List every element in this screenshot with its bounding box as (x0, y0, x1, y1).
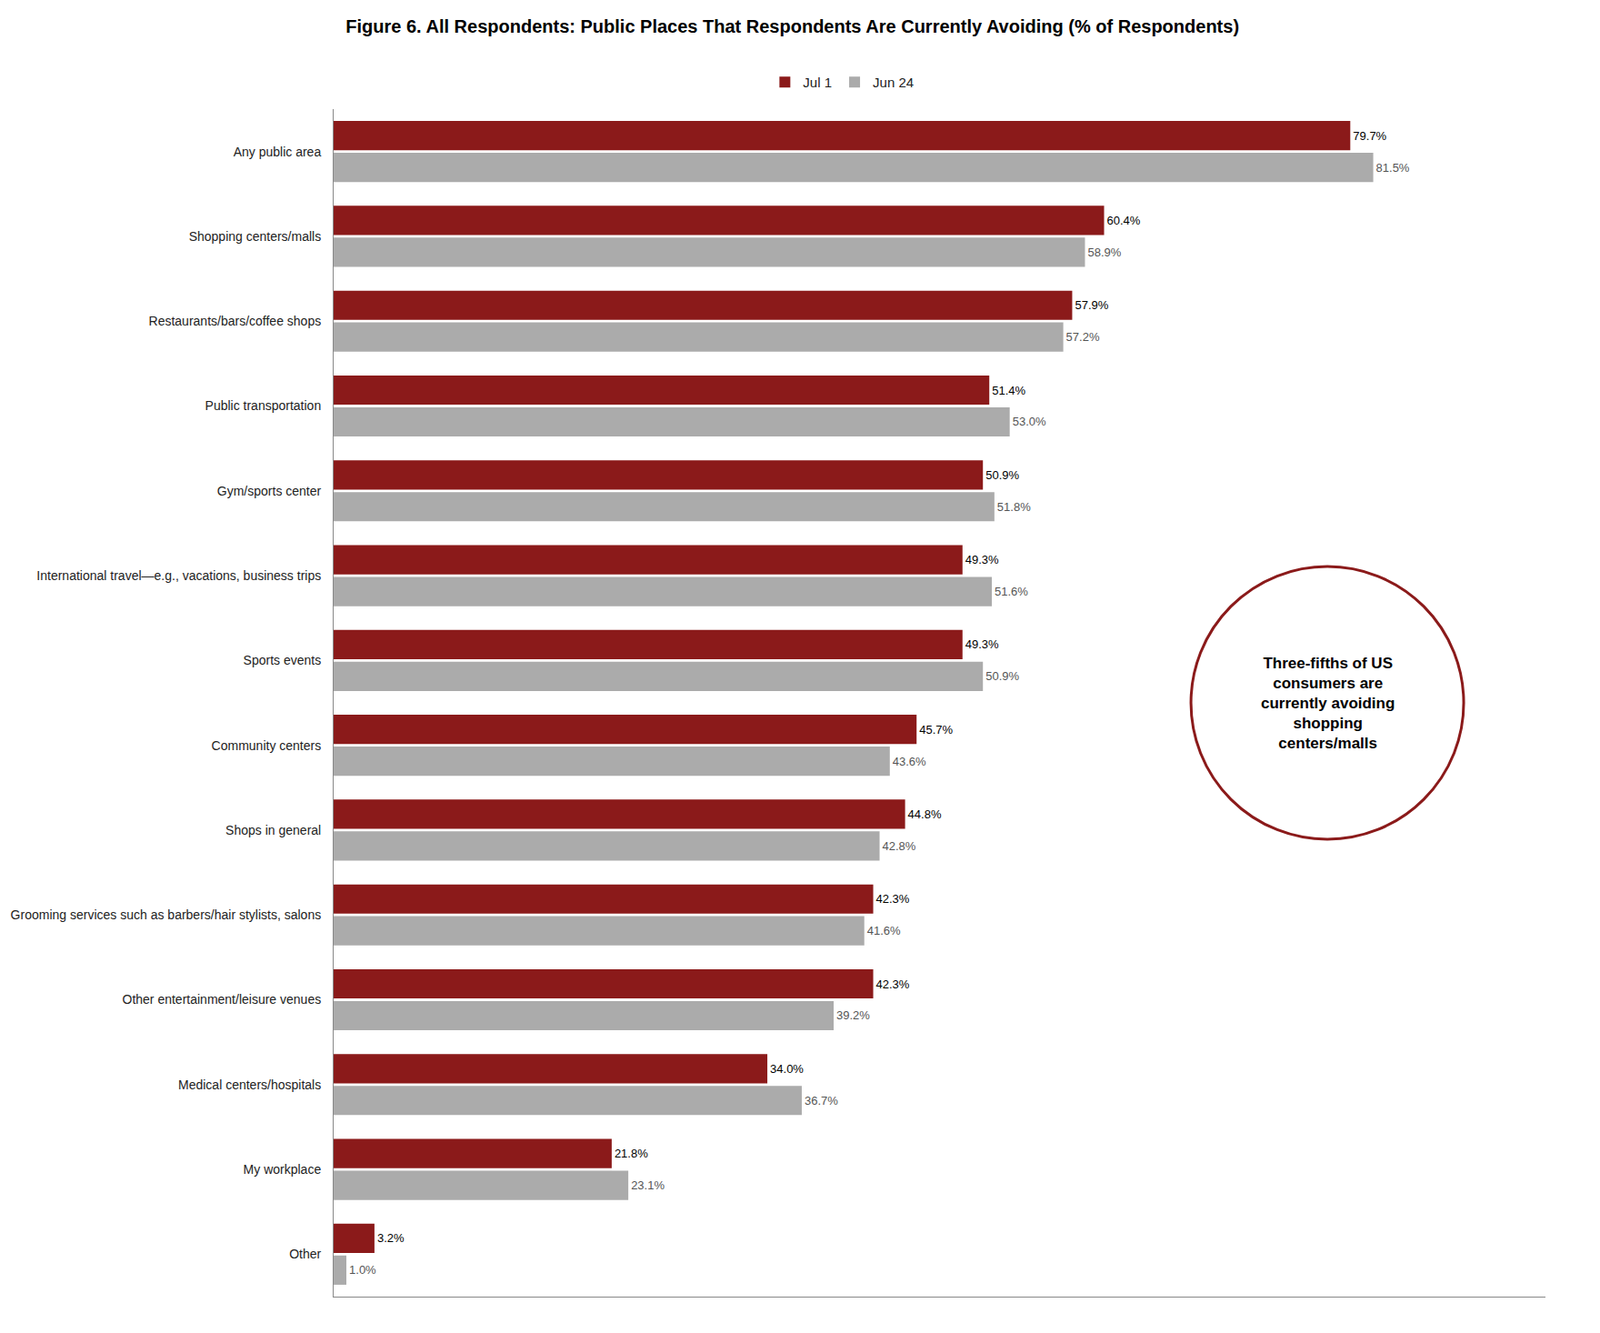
svg-text:57.2%: 57.2% (1066, 330, 1100, 344)
svg-text:Other: Other (289, 1246, 321, 1261)
svg-text:Community centers: Community centers (211, 738, 322, 753)
svg-text:42.8%: 42.8% (882, 839, 917, 853)
svg-text:51.4%: 51.4% (991, 383, 1026, 398)
svg-text:51.8%: 51.8% (997, 500, 1031, 514)
svg-text:44.8%: 44.8% (908, 807, 942, 821)
svg-text:Sports events: Sports events (243, 652, 322, 668)
svg-text:International travel—e.g., vac: International travel—e.g., vacations, bu… (36, 568, 321, 583)
svg-text:3.2%: 3.2% (377, 1230, 405, 1245)
svg-text:43.6%: 43.6% (892, 754, 927, 769)
svg-text:Shops in general: Shops in general (225, 822, 321, 838)
svg-text:42.3%: 42.3% (876, 977, 910, 991)
svg-text:60.4%: 60.4% (1107, 213, 1141, 228)
svg-text:Restaurants/bars/coffee shops: Restaurants/bars/coffee shops (149, 313, 322, 329)
svg-text:49.3%: 49.3% (965, 552, 1000, 567)
svg-text:Jun 24: Jun 24 (872, 74, 914, 90)
svg-text:My workplace: My workplace (243, 1161, 322, 1177)
svg-text:41.6%: 41.6% (867, 923, 901, 938)
svg-text:39.2%: 39.2% (836, 1008, 870, 1022)
svg-text:Three-fifths of USconsumers ar: Three-fifths of USconsumers arecurrently… (1260, 654, 1395, 752)
svg-text:21.8%: 21.8% (614, 1146, 649, 1160)
svg-text:50.9%: 50.9% (985, 468, 1020, 482)
svg-text:79.7%: 79.7% (1352, 129, 1387, 143)
svg-text:Shopping centers/malls: Shopping centers/malls (189, 229, 322, 244)
svg-text:58.9%: 58.9% (1087, 245, 1121, 260)
svg-text:Any public area: Any public area (233, 144, 322, 160)
svg-text:42.3%: 42.3% (876, 891, 910, 906)
svg-text:1.0%: 1.0% (349, 1262, 377, 1277)
svg-text:53.0%: 53.0% (1012, 414, 1047, 429)
svg-text:Gym/sports center: Gym/sports center (217, 483, 322, 499)
svg-text:Medical centers/hospitals: Medical centers/hospitals (178, 1077, 321, 1092)
svg-text:51.6%: 51.6% (994, 584, 1029, 599)
svg-text:Jul 1: Jul 1 (802, 74, 832, 90)
svg-text:81.5%: 81.5% (1376, 160, 1410, 175)
svg-text:Public transportation: Public transportation (205, 398, 322, 413)
svg-text:57.9%: 57.9% (1074, 298, 1109, 312)
svg-text:Figure 6. All Respondents: Pub: Figure 6. All Respondents: Public Places… (345, 16, 1240, 37)
svg-text:Other entertainment/leisure ve: Other entertainment/leisure venues (122, 991, 322, 1007)
svg-text:45.7%: 45.7% (919, 722, 953, 737)
svg-text:Grooming services such as barb: Grooming services such as barbers/hair s… (10, 907, 322, 922)
svg-text:50.9%: 50.9% (985, 669, 1020, 683)
svg-text:49.3%: 49.3% (965, 637, 1000, 651)
svg-text:23.1%: 23.1% (630, 1178, 665, 1192)
svg-text:36.7%: 36.7% (804, 1093, 839, 1108)
svg-text:34.0%: 34.0% (770, 1061, 804, 1076)
